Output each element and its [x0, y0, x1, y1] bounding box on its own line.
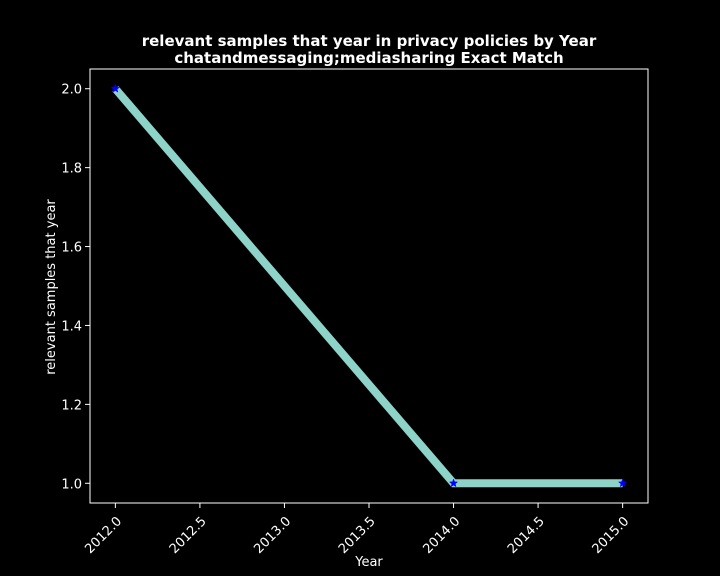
y-axis-label: relevant samples that year — [44, 199, 59, 375]
data-point-marker — [110, 83, 121, 93]
x-axis: 2012.0 2012.5 2013.0 2013.5 2014.0 2014.5 2015… — [82, 503, 632, 557]
y-tick-label: 2.0 — [61, 83, 82, 98]
x-tick-label: 2014.0 — [420, 514, 463, 557]
y-tick-label: 1.8 — [61, 162, 82, 177]
x-axis-label: Year — [354, 555, 383, 570]
y-tick-label: 1.6 — [61, 241, 82, 256]
x-tick-label: 2012.0 — [82, 514, 125, 557]
y-axis: 1.0 1.2 1.4 1.6 1.8 2.0 — [61, 83, 90, 492]
x-tick-label: 2012.5 — [167, 514, 210, 557]
series-line — [112, 86, 623, 488]
chart-title-line-2: chatandmessaging;mediasharing Exact Matc… — [174, 49, 563, 67]
y-tick-label: 1.2 — [61, 398, 82, 413]
series-layer — [110, 83, 628, 488]
data-point-marker — [448, 478, 459, 488]
x-tick-label: 2013.0 — [251, 514, 294, 557]
data-point-marker — [617, 478, 628, 488]
plot-frame — [89, 68, 649, 504]
y-tick-label: 1.0 — [61, 477, 82, 492]
chart-title-line-1: relevant samples that year in privacy po… — [142, 32, 597, 50]
x-tick-label: 2013.5 — [336, 514, 379, 557]
x-tick-label: 2014.5 — [505, 514, 548, 557]
x-tick-label: 2015.0 — [590, 514, 633, 557]
y-tick-label: 1.4 — [61, 319, 82, 334]
